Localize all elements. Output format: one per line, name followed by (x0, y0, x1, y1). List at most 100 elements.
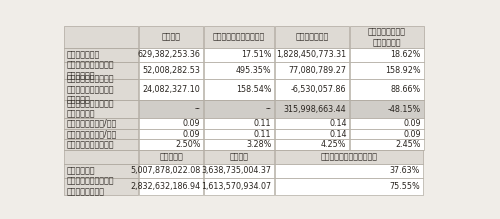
Text: 77,080,789.27: 77,080,789.27 (288, 66, 346, 75)
Text: 629,382,253.36: 629,382,253.36 (138, 50, 200, 59)
Bar (204, 129, 274, 140)
Bar (139, 26, 203, 48)
Bar (204, 26, 274, 48)
Bar (139, 62, 203, 79)
Text: 3,638,735,004.37: 3,638,735,004.37 (202, 166, 272, 175)
Text: 24,082,327.10: 24,082,327.10 (142, 85, 201, 94)
Bar (204, 164, 274, 178)
Bar (350, 118, 424, 129)
Text: 年初至报告期末: 年初至报告期末 (296, 33, 328, 42)
Text: 158.54%: 158.54% (236, 85, 272, 94)
Bar (204, 48, 274, 62)
Text: 基本每股收益（元/股）: 基本每股收益（元/股） (67, 119, 117, 128)
Bar (139, 140, 203, 150)
Text: --: -- (266, 104, 272, 113)
Bar (139, 79, 203, 101)
Text: 17.51%: 17.51% (241, 50, 272, 59)
Bar (275, 129, 349, 140)
Bar (64, 26, 138, 48)
Bar (139, 129, 203, 140)
Text: --: -- (194, 104, 200, 113)
Text: 52,008,282.53: 52,008,282.53 (142, 66, 201, 75)
Text: 75.55%: 75.55% (390, 182, 420, 191)
Bar (139, 101, 203, 118)
Text: 上年度末: 上年度末 (230, 153, 248, 162)
Text: 本报告期末比上年度末增减: 本报告期末比上年度末增减 (320, 153, 378, 162)
Bar (64, 164, 138, 178)
Text: -6,530,057.86: -6,530,057.86 (291, 85, 346, 94)
Bar (275, 26, 349, 48)
Text: 0.09: 0.09 (404, 129, 421, 139)
Bar (275, 178, 423, 195)
Text: 本报告期末: 本报告期末 (159, 153, 183, 162)
Text: 0.11: 0.11 (254, 119, 272, 128)
Bar (204, 118, 274, 129)
Text: 归属于上市公司股东的
扣除非经常性损益的净
利润（元）: 归属于上市公司股东的 扣除非经常性损益的净 利润（元） (67, 75, 114, 105)
Text: 2.45%: 2.45% (396, 140, 421, 149)
Bar (139, 48, 203, 62)
Bar (204, 178, 274, 195)
Bar (64, 140, 138, 150)
Bar (350, 48, 424, 62)
Bar (204, 101, 274, 118)
Text: 经营活动产生的现金流
量净额（元）: 经营活动产生的现金流 量净额（元） (67, 99, 114, 119)
Text: 5,007,878,022.08: 5,007,878,022.08 (130, 166, 200, 175)
Bar (275, 48, 349, 62)
Bar (204, 150, 274, 164)
Bar (64, 79, 138, 101)
Bar (275, 101, 349, 118)
Bar (204, 140, 274, 150)
Text: 3.28%: 3.28% (246, 140, 272, 149)
Bar (275, 164, 423, 178)
Bar (275, 140, 349, 150)
Text: 归属于上市公司股东的
所有者权益（元）: 归属于上市公司股东的 所有者权益（元） (67, 177, 114, 196)
Bar (64, 48, 138, 62)
Text: 总资产（元）: 总资产（元） (67, 166, 96, 175)
Text: 1,613,570,934.07: 1,613,570,934.07 (201, 182, 272, 191)
Text: 年初至报告期末比
上年同期增减: 年初至报告期末比 上年同期增减 (368, 27, 406, 47)
Bar (139, 178, 203, 195)
Bar (139, 150, 203, 164)
Bar (350, 140, 424, 150)
Text: 158.92%: 158.92% (386, 66, 421, 75)
Bar (64, 178, 138, 195)
Bar (204, 62, 274, 79)
Bar (275, 62, 349, 79)
Bar (275, 79, 349, 101)
Text: 315,998,663.44: 315,998,663.44 (284, 104, 346, 113)
Bar (139, 164, 203, 178)
Bar (64, 150, 138, 164)
Text: 2,832,632,186.94: 2,832,632,186.94 (130, 182, 200, 191)
Bar (64, 101, 138, 118)
Text: 归属于上市公司股东的
净利润（元）: 归属于上市公司股东的 净利润（元） (67, 61, 114, 80)
Text: 18.62%: 18.62% (390, 50, 421, 59)
Text: 2.50%: 2.50% (175, 140, 201, 149)
Bar (64, 118, 138, 129)
Bar (350, 129, 424, 140)
Bar (64, 129, 138, 140)
Text: 0.14: 0.14 (329, 119, 346, 128)
Bar (350, 62, 424, 79)
Text: 稀释每股收益（元/股）: 稀释每股收益（元/股） (67, 129, 117, 139)
Bar (350, 79, 424, 101)
Text: 0.09: 0.09 (183, 129, 200, 139)
Bar (275, 118, 349, 129)
Bar (204, 79, 274, 101)
Text: 营业收入（元）: 营业收入（元） (67, 50, 100, 59)
Text: 495.35%: 495.35% (236, 66, 272, 75)
Text: 4.25%: 4.25% (321, 140, 346, 149)
Text: 37.63%: 37.63% (390, 166, 420, 175)
Bar (275, 150, 423, 164)
Text: 0.09: 0.09 (183, 119, 200, 128)
Text: 1,828,450,773.31: 1,828,450,773.31 (276, 50, 346, 59)
Bar (350, 26, 424, 48)
Bar (139, 118, 203, 129)
Text: 88.66%: 88.66% (390, 85, 421, 94)
Text: 0.14: 0.14 (329, 129, 346, 139)
Text: 加权平均净资产收益率: 加权平均净资产收益率 (67, 140, 114, 149)
Text: 本报告期比上年同期增减: 本报告期比上年同期增减 (213, 33, 265, 42)
Text: 本报告期: 本报告期 (162, 33, 180, 42)
Text: 0.09: 0.09 (404, 119, 421, 128)
Bar (64, 62, 138, 79)
Bar (350, 101, 424, 118)
